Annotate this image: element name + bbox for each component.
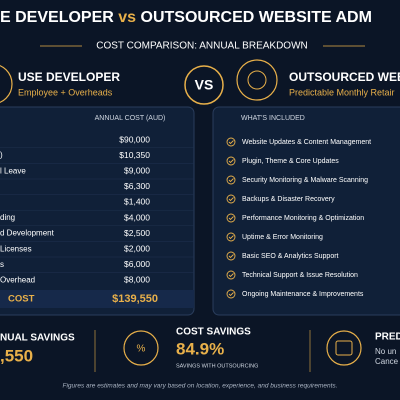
total-value: $139,550 [112,293,158,305]
title: E DEVELOPER vs OUTSOURCED WEBSITE ADM [0,9,372,26]
check-icon [226,194,236,204]
pred-line: Cance [375,357,399,366]
column-header: ANNUAL COST (AUD) [95,115,166,122]
vs-badge [184,65,224,105]
total-row [0,290,194,308]
check-mark [228,254,234,259]
included-item: Security Monitoring & Malware Scanning [242,177,368,184]
icon [326,330,362,366]
check-mark [228,273,234,278]
row-value: $10,350 [119,150,150,160]
check-mark [228,216,234,221]
row-label: ) [0,151,3,160]
row-value: $9,000 [124,165,150,175]
row-value: $8,000 [124,275,150,285]
check-mark [228,140,234,145]
check-mark [228,178,234,183]
row-label: Licenses [0,244,32,253]
icon [0,65,13,103]
total-label: COST [8,294,35,305]
annual-label: NUAL SAVINGS [0,333,75,344]
included-item: Website Updates & Content Management [242,139,371,146]
cost-value: 84.9% [176,339,224,358]
globe-icon [247,70,267,90]
vs-text: VS [195,77,214,93]
row-value: $2,500 [124,228,150,238]
row-value: $6,000 [124,259,150,269]
included-item: Performance Monitoring & Optimization [242,215,364,222]
row-value: $2,000 [124,243,150,253]
check-icon [226,251,236,261]
included-item: Backups & Disaster Recovery [242,196,335,203]
check-mark [228,197,234,202]
left-panel [0,106,195,316]
row-label: ding [0,213,15,222]
icon [123,330,159,366]
included-item: Technical Support & Issue Resolution [242,272,358,279]
check-icon [226,213,236,223]
check-icon [226,137,236,147]
check-icon [226,156,236,166]
right-panel [212,106,400,316]
column-header: WHAT'S INCLUDED [241,115,305,122]
check-icon [226,289,236,299]
check-icon [226,175,236,185]
check-mark [228,159,234,164]
included-item: Plugin, Theme & Core Updates [242,158,339,165]
check-icon [226,270,236,280]
included-item: Basic SEO & Analytics Support [242,253,339,260]
cost-note: SAVINGS WITH OUTSOURCING [176,363,258,369]
icon [236,59,278,101]
row-value: $1,400 [124,197,150,207]
annual-value: ,550 [0,346,33,365]
right-title: OUTSOURCED WEBS [289,70,400,84]
right-subtitle: Predictable Monthly Retair [289,87,395,97]
calendar-icon [335,340,353,356]
check-icon [226,232,236,242]
cost-label: COST SAVINGS [176,327,251,338]
pred-line: No un [375,347,396,356]
included-item: Ongoing Maintenance & Improvements [242,291,364,298]
row-label: l Leave [0,166,26,175]
check-mark [228,235,234,240]
row-value: $6,300 [124,181,150,191]
left-subtitle: Employee + Overheads [18,87,113,97]
included-item: Uptime & Error Monitoring [242,234,323,241]
subtitle: COST COMPARISON: ANNUAL BREAKDOWN [96,41,308,52]
row-label: s [0,260,4,269]
pred-label: PREDI [375,332,400,343]
row-label: Overhead [0,276,35,285]
left-title: USE DEVELOPER [18,70,120,84]
row-value: $90,000 [119,134,150,144]
row-label: d Development [0,229,55,238]
row-value: $4,000 [124,212,150,222]
footer: Figures are estimates and may vary based… [63,383,338,390]
check-mark [228,292,234,297]
icon-glyph: % [137,344,146,355]
